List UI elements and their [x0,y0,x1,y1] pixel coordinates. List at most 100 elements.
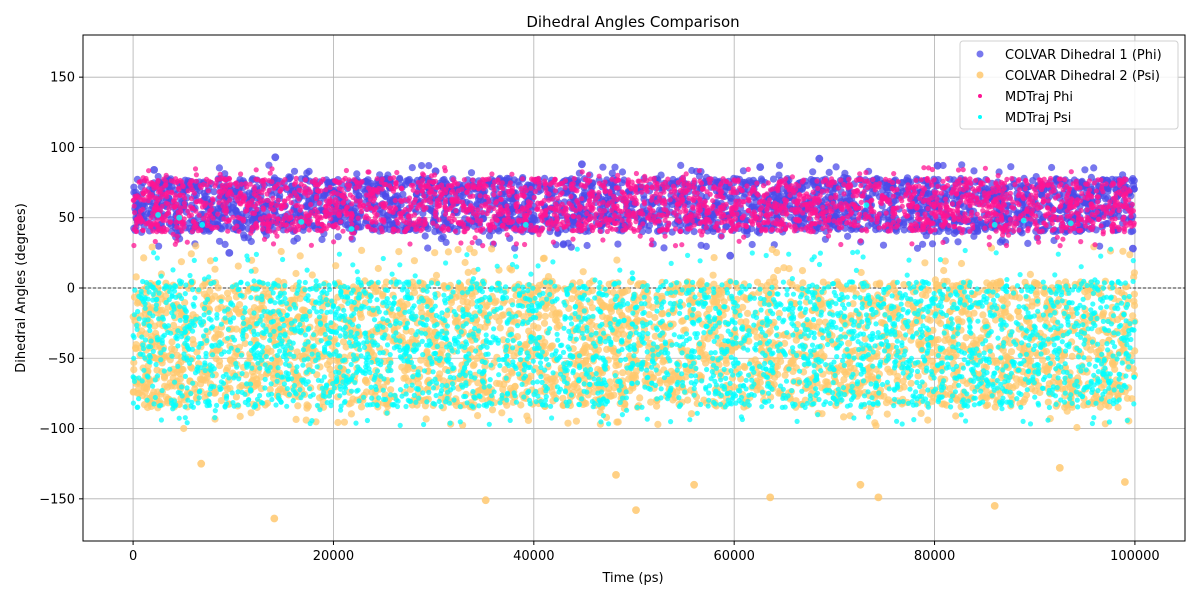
data-point [427,206,435,214]
data-point [290,167,299,175]
data-point [1130,269,1138,277]
data-point [424,244,432,252]
data-point [1024,239,1032,247]
data-point [919,240,927,248]
chart-title: Dihedral Angles Comparison [526,13,739,31]
data-point [496,324,504,332]
data-point [334,418,342,427]
data-point [461,258,469,267]
data-point [1114,287,1122,295]
data-point [324,178,332,187]
data-point [177,258,185,266]
data-point [234,262,242,270]
data-point [883,184,891,192]
data-point [1126,251,1134,259]
data-point [334,233,342,241]
data-point [1048,163,1056,172]
data-point [421,232,429,240]
data-point [332,262,340,270]
data-point [825,168,833,176]
data-point [710,254,718,262]
data-point [775,171,783,179]
data-point [387,386,395,394]
data-point [757,175,766,183]
data-point [1068,352,1076,360]
data-point [879,241,888,249]
data-point [1096,242,1104,250]
data-point [130,366,138,374]
data-point [739,167,748,175]
data-point [308,271,316,279]
data-point [678,317,686,325]
data-point [1090,164,1098,172]
data-point [475,238,483,246]
data-point [440,175,448,184]
data-point [697,241,705,249]
data-point [939,161,947,170]
data-point [564,419,572,427]
data-point [277,247,285,256]
data-point [155,242,163,250]
data-point [727,197,735,206]
data-point [844,232,852,240]
data-point [611,163,619,171]
data-point [922,232,930,240]
data-point [876,279,884,287]
outlier-point [933,161,942,170]
data-point [417,356,425,364]
data-point [296,252,304,260]
data-point [379,190,387,198]
data-point [353,170,361,178]
data-point [1129,312,1137,320]
data-point [148,243,156,251]
data-point [958,161,966,169]
data-point [395,248,403,256]
data-point [688,166,696,175]
data-point [221,240,229,248]
data-point [618,168,627,176]
data-point [677,161,685,169]
data-point [613,418,621,426]
data-point [1128,395,1136,403]
data-point [474,412,482,420]
data-point [742,318,750,326]
data-point [211,389,219,397]
data-point [318,235,326,244]
data-point [809,168,817,176]
data-point [141,383,149,391]
data-point [979,311,987,319]
data-point [1025,220,1033,228]
data-point [928,240,937,248]
data-point [653,402,661,410]
data-point [612,335,620,343]
data-point [358,246,366,254]
data-point [236,412,244,420]
data-point [1085,355,1093,363]
data-point [467,169,476,177]
data-point [780,264,788,272]
data-point [722,356,730,364]
data-point [619,369,627,377]
data-point [701,351,709,359]
data-point [748,240,756,249]
data-point [940,266,948,275]
data-point [954,238,962,246]
data-point [139,201,147,209]
data-point [190,340,198,348]
data-point [357,403,366,411]
data-point [645,222,654,230]
data-point [211,265,219,273]
data-point [998,236,1006,244]
data-point [1127,228,1135,236]
data-point [508,266,516,274]
data-point [410,257,418,265]
data-point [687,410,696,418]
data-point [608,169,616,177]
data-point [215,237,224,245]
data-point [408,164,416,172]
data-point [418,162,426,170]
data-point [132,273,140,281]
data-point [1119,247,1127,255]
data-point [439,233,447,241]
